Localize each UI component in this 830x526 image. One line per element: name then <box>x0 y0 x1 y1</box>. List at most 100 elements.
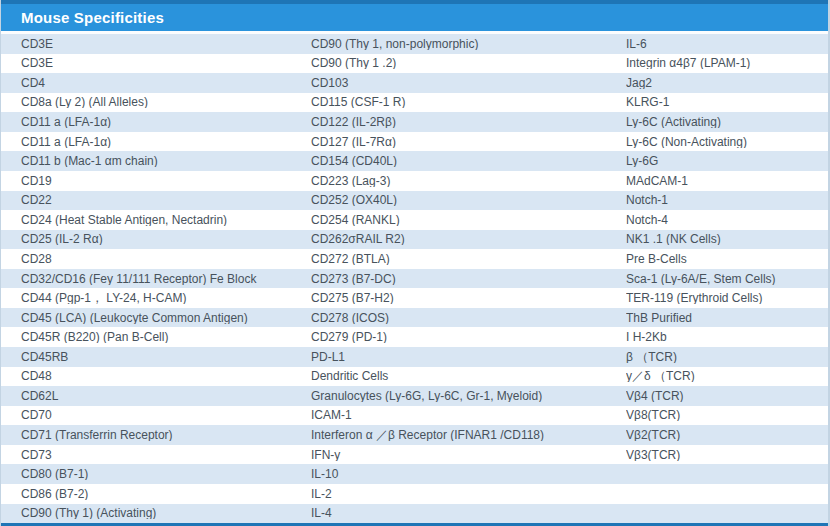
table-cell: I H-2Kb <box>626 331 828 343</box>
table-cell: CD154 (CD40L) <box>311 155 626 167</box>
table-row: CD3ECD90 (Thy 1, non-polymorphic)IL-6 <box>1 34 828 54</box>
table-cell: CD45R (B220) (Pan B-Cell) <box>1 331 311 343</box>
table-row: CD32/CD16 (Fey 11/111 Receptor) Fe Block… <box>1 269 828 289</box>
table-cell: Jag2 <box>626 77 828 89</box>
table-cell: Vβ8(TCR) <box>626 409 828 421</box>
table-cell: CD45 (LCA) (Leukocyte Common Antigen) <box>1 312 311 324</box>
table-cell: CD62L <box>1 390 311 402</box>
table-cell: KLRG-1 <box>626 96 828 108</box>
table-row: CD11 a (LFA-1α)CD122 (IL-2Rβ)Ly-6C (Acti… <box>1 112 828 132</box>
table-cell: CD28 <box>1 253 311 265</box>
table-cell: CD70 <box>1 409 311 421</box>
table-cell: Ly-6C (Activating) <box>626 116 828 128</box>
table-cell: CD3E <box>1 57 311 69</box>
table-cell: CD115 (CSF-1 R) <box>311 96 626 108</box>
table-row: CD25 (IL-2 Rα)CD262σRAIL R2)NK1 .1 (NK C… <box>1 230 828 250</box>
table-cell: Integrin α4β7 (LPAM-1) <box>626 57 828 69</box>
table-cell: CD272 (BTLA) <box>311 253 626 265</box>
table-cell: Vβ3(TCR) <box>626 449 828 461</box>
table-cell: CD86 (B7-2) <box>1 488 311 500</box>
table-row: CD62LGranulocytes (Ly-6G, Ly-6C, Gr-1, M… <box>1 386 828 406</box>
table-cell: Sca-1 (Ly-6A/E, Stem Cells) <box>626 273 828 285</box>
table-cell: β （TCR) <box>626 351 828 363</box>
table-row: CD3ECD90 (Thy 1 .2)Integrin α4β7 (LPAM-1… <box>1 54 828 74</box>
table-row: CD48Dendritic Cellsy／δ （TCR) <box>1 367 828 387</box>
table-cell: CD273 (B7-DC) <box>311 273 626 285</box>
table-cell: Vβ4 (TCR) <box>626 390 828 402</box>
table-cell: MAdCAM-1 <box>626 175 828 187</box>
table-cell: CD4 <box>1 77 311 89</box>
table-cell: CD73 <box>1 449 311 461</box>
table-cell: Vβ2(TCR) <box>626 429 828 441</box>
table-cell: CD24 (Heat Stable Antigen, Nectadrin) <box>1 214 311 226</box>
table-cell: CD8a (Ly 2) (All Alleles) <box>1 96 311 108</box>
table-cell: CD278 (ICOS) <box>311 312 626 324</box>
table-cell: ICAM-1 <box>311 409 626 421</box>
table-cell: CD262σRAIL R2) <box>311 233 626 245</box>
table-row: CD90 (Thy 1) (Activating)IL-4 <box>1 504 828 524</box>
table-cell: CD122 (IL-2Rβ) <box>311 116 626 128</box>
table-cell: Notch-1 <box>626 194 828 206</box>
table-row: CD86 (B7-2)IL-2 <box>1 484 828 504</box>
table-row: CD22CD252 (OX40L)Notch-1 <box>1 191 828 211</box>
table-row: CD8a (Ly 2) (All Alleles)CD115 (CSF-1 R)… <box>1 93 828 113</box>
table-cell: TER-119 (Erythroid Cells) <box>626 292 828 304</box>
table-cell: Pre B-Cells <box>626 253 828 265</box>
table-cell: CD127 (IL-7Rα) <box>311 136 626 148</box>
table-row: CD44 (Pgp-1， LY-24, H-CAM)CD275 (B7-H2)T… <box>1 288 828 308</box>
table-cell: Dendritic Cells <box>311 370 626 382</box>
table-title: Mouse Specificities <box>21 9 164 26</box>
specificities-table: Mouse Specificities CD3ECD90 (Thy 1, non… <box>0 0 830 526</box>
table-cell: CD252 (OX40L) <box>311 194 626 206</box>
table-row: CD11 b (Mac-1 αm chain)CD154 (CD40L)Ly-6… <box>1 151 828 171</box>
table-rows: CD3ECD90 (Thy 1, non-polymorphic)IL-6CD3… <box>1 34 828 523</box>
table-row: CD4CD103Jag2 <box>1 73 828 93</box>
table-row: CD71 (Transferrin Receptor)Interferon α … <box>1 425 828 445</box>
table-cell: CD11 a (LFA-1α) <box>1 116 311 128</box>
table-cell: CD3E <box>1 38 311 50</box>
table-row: CD11 a (LFA-1α)CD127 (IL-7Rα)Ly-6C (Non-… <box>1 132 828 152</box>
table-header: Mouse Specificities <box>1 4 828 31</box>
table-row: CD80 (B7-1)IL-10 <box>1 464 828 484</box>
table-cell: CD90 (Thy 1) (Activating) <box>1 507 311 519</box>
table-cell: Granulocytes (Ly-6G, Ly-6C, Gr-1, Myeloi… <box>311 390 626 402</box>
table-cell: ThB Purified <box>626 312 828 324</box>
table-cell: IL-10 <box>311 468 626 480</box>
table-cell: Interferon α ／β Receptor (IFNAR1 /CD118) <box>311 429 626 441</box>
table-row: CD45RBPD-L1β （TCR) <box>1 347 828 367</box>
table-cell: PD-L1 <box>311 351 626 363</box>
table-cell: CD44 (Pgp-1， LY-24, H-CAM) <box>1 292 311 304</box>
table-cell: Ly-6G <box>626 155 828 167</box>
table-row: CD24 (Heat Stable Antigen, Nectadrin)CD2… <box>1 210 828 230</box>
table-cell: CD103 <box>311 77 626 89</box>
table-cell: Ly-6C (Non-Activating) <box>626 136 828 148</box>
table-cell: CD275 (B7-H2) <box>311 292 626 304</box>
table-cell: CD19 <box>1 175 311 187</box>
table-cell: Notch-4 <box>626 214 828 226</box>
table-row: CD19CD223 (Lag-3)MAdCAM-1 <box>1 171 828 191</box>
table-cell: CD223 (Lag-3) <box>311 175 626 187</box>
table-cell: CD254 (RANKL) <box>311 214 626 226</box>
table-cell: y／δ （TCR) <box>626 370 828 382</box>
table-row: CD45R (B220) (Pan B-Cell)CD279 (PD-1)I H… <box>1 327 828 347</box>
table-cell: CD71 (Transferrin Receptor) <box>1 429 311 441</box>
table-row: CD28CD272 (BTLA)Pre B-Cells <box>1 249 828 269</box>
table-cell: CD25 (IL-2 Rα) <box>1 233 311 245</box>
table-cell: CD48 <box>1 370 311 382</box>
table-cell: CD45RB <box>1 351 311 363</box>
table-row: CD73IFN-yVβ3(TCR) <box>1 445 828 465</box>
table-cell: IL-2 <box>311 488 626 500</box>
table-cell: CD90 (Thy 1, non-polymorphic) <box>311 38 626 50</box>
table-cell: CD80 (B7-1) <box>1 468 311 480</box>
table-cell: CD22 <box>1 194 311 206</box>
table-cell: NK1 .1 (NK Cells) <box>626 233 828 245</box>
table-cell: IL-4 <box>311 507 626 519</box>
table-row: CD70ICAM-1Vβ8(TCR) <box>1 406 828 426</box>
table-row: CD45 (LCA) (Leukocyte Common Antigen)CD2… <box>1 308 828 328</box>
table-cell: CD11 a (LFA-1α) <box>1 136 311 148</box>
table-cell: IL-6 <box>626 38 828 50</box>
table-cell: CD90 (Thy 1 .2) <box>311 57 626 69</box>
table-cell: CD32/CD16 (Fey 11/111 Receptor) Fe Block <box>1 273 311 285</box>
table-cell: CD279 (PD-1) <box>311 331 626 343</box>
table-cell: CD11 b (Mac-1 αm chain) <box>1 155 311 167</box>
